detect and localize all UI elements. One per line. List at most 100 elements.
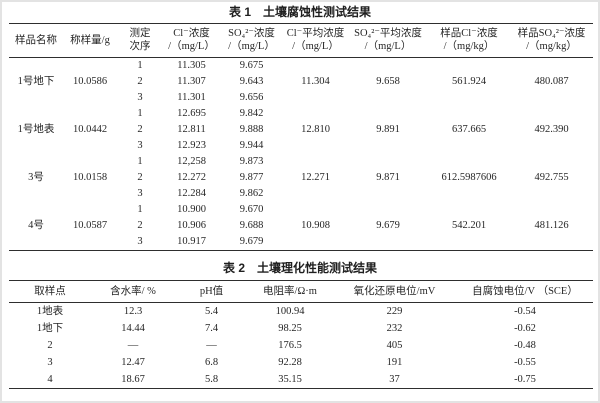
site-cell: 2 [47, 340, 53, 351]
moisture-cell: 14.44 [121, 323, 145, 334]
ph-cell: 7.4 [204, 323, 219, 334]
soil-physicochemical-table: 取样点 含水率/ % pH值 电阻率/Ω·m 氧化还原电位/mV 自腐蚀电位/V… [9, 280, 593, 389]
th-sample-cl: 样品Cl⁻浓度 /（mg/kg） [440, 28, 498, 52]
th-moisture: 含水率/ % [110, 286, 156, 297]
cl-cell: 12.811 [177, 124, 206, 135]
potential-cell: -0.54 [514, 306, 536, 317]
th-resistivity: 电阻率/Ω·m [263, 286, 317, 297]
potential-cell: -0.75 [514, 374, 536, 385]
sample-weight-cell: 10.0586 [72, 76, 108, 87]
sample-name-cell: 1号地下 [17, 76, 55, 87]
so4-avg-cell: 9.658 [376, 76, 400, 87]
ph-cell: 5.4 [204, 306, 219, 317]
redox-cell: 232 [386, 323, 403, 334]
th-so4-conc: SO₄²⁻浓度 /（mg/L） [228, 28, 275, 52]
order-cell: 1 [137, 204, 143, 215]
so4-avg-cell: 9.891 [376, 124, 400, 135]
order-cell: 2 [137, 76, 143, 87]
soil-corrosion-table: 样品名称 称样量/g 测定 次序 Cl⁻浓度 /（mg/L） SO₄²⁻浓度 /… [9, 23, 593, 251]
sample-so4-cell: 481.126 [534, 220, 569, 231]
ph-cell: 5.8 [204, 374, 219, 385]
moisture-cell: 18.67 [121, 374, 145, 385]
so4-cell: 9.842 [239, 108, 264, 119]
cl-cell: 10.900 [177, 204, 206, 215]
redox-cell: 37 [389, 374, 400, 385]
sample-name-cell: 3号 [28, 172, 44, 183]
table-row: 3 11.301 9.656 [9, 90, 593, 106]
th-cl-avg: Cl⁻平均浓度 /（mg/L） [286, 28, 345, 52]
cl-avg-cell: 12.271 [301, 172, 330, 183]
ph-cell: 6.8 [204, 357, 219, 368]
th-ph: pH值 [199, 286, 224, 297]
resistivity-cell: 100.94 [275, 306, 305, 317]
redox-cell: 229 [386, 306, 403, 317]
table-row: 4号 10.0587 1 10.900 9.670 10.908 9.679 5… [9, 202, 593, 231]
potential-cell: -0.62 [514, 323, 536, 334]
table-row: 3 10.917 9.679 [9, 234, 593, 251]
cl-avg-cell: 11.304 [301, 76, 330, 87]
table-row: 3 12.284 9.862 [9, 186, 593, 202]
so4-cell: 9.675 [239, 60, 264, 71]
sample-cl-cell: 612.5987606 [441, 172, 497, 183]
th-redox: 氧化还原电位/mV [353, 286, 436, 297]
so4-cell: 9.643 [239, 76, 264, 87]
order-cell: 2 [137, 172, 143, 183]
order-cell: 2 [137, 124, 143, 135]
order-cell: 2 [137, 220, 143, 231]
sample-so4-cell: 492.755 [534, 172, 569, 183]
site-cell: 3 [47, 357, 53, 368]
th-sample-so4: 样品SO₄²⁻浓度 /（mg/kg） [517, 28, 586, 52]
site-cell: 1地下 [36, 323, 64, 334]
sample-name-cell: 1号地表 [17, 124, 55, 135]
so4-avg-cell: 9.871 [376, 172, 400, 183]
table-row: 2 10.906 9.688 [9, 218, 593, 234]
sample-name-cell: 4号 [28, 220, 44, 231]
so4-cell: 9.656 [239, 92, 264, 103]
so4-cell: 9.873 [239, 156, 264, 167]
table-row: 1号地下 10.0586 1 11.305 9.675 11.304 9.658… [9, 58, 593, 87]
cl-cell: 12,258 [177, 156, 206, 167]
cl-cell: 11.305 [177, 60, 206, 71]
ph-cell: — [206, 340, 217, 351]
table-row: 1地下 14.44 7.4 98.25 232 -0.62 [9, 320, 593, 337]
table-row: 2 12.811 9.888 [9, 122, 593, 138]
cl-cell: 11.301 [177, 92, 206, 103]
so4-avg-cell: 9.679 [376, 220, 400, 231]
resistivity-cell: 98.25 [278, 323, 302, 334]
resistivity-cell: 92.28 [278, 357, 302, 368]
so4-cell: 9.862 [239, 188, 264, 199]
resistivity-cell: 35.15 [278, 374, 302, 385]
moisture-cell: 12.47 [121, 357, 145, 368]
table-row: 2 11.307 9.643 [9, 74, 593, 90]
sample-so4-cell: 480.087 [534, 76, 569, 87]
so4-cell: 9.888 [239, 124, 264, 135]
cl-avg-cell: 10.908 [301, 220, 330, 231]
table-row: 2 — — 176.5 405 -0.48 [9, 337, 593, 354]
table2-header-row: 取样点 含水率/ % pH值 电阻率/Ω·m 氧化还原电位/mV 自腐蚀电位/V… [9, 281, 593, 303]
order-cell: 3 [137, 188, 143, 199]
cl-cell: 12.923 [177, 140, 206, 151]
potential-cell: -0.55 [514, 357, 536, 368]
table-row: 3号 10.0158 1 12,258 9.873 12.271 9.871 6… [9, 154, 593, 183]
sample-weight-cell: 10.0442 [72, 124, 108, 135]
cl-cell: 10.906 [177, 220, 206, 231]
th-corrosion-potential: 自腐蚀电位/V （SCE） [472, 286, 578, 297]
redox-cell: 191 [386, 357, 403, 368]
order-cell: 1 [137, 156, 143, 167]
th-site: 取样点 [34, 286, 66, 297]
table1-title: 表 1 土壤腐蚀性测试结果 [228, 5, 371, 19]
redox-cell: 405 [386, 340, 403, 351]
cl-cell: 11.307 [177, 76, 206, 87]
th-sample-name: 样品名称 [15, 34, 57, 46]
sample-so4-cell: 492.390 [534, 124, 569, 135]
so4-cell: 9.688 [239, 220, 264, 231]
table2-title: 表 2 土壤理化性能测试结果 [222, 261, 377, 275]
so4-cell: 9.877 [239, 172, 264, 183]
order-cell: 1 [137, 60, 143, 71]
moisture-cell: — [127, 340, 139, 351]
table-row: 4 18.67 5.8 35.15 37 -0.75 [9, 371, 593, 389]
sample-weight-cell: 10.0158 [72, 172, 108, 183]
th-so4-avg: SO₄²⁻平均浓度 /（mg/L） [354, 28, 422, 52]
table-row: 1号地表 10.0442 1 12.695 9.842 12.810 9.891… [9, 106, 593, 135]
